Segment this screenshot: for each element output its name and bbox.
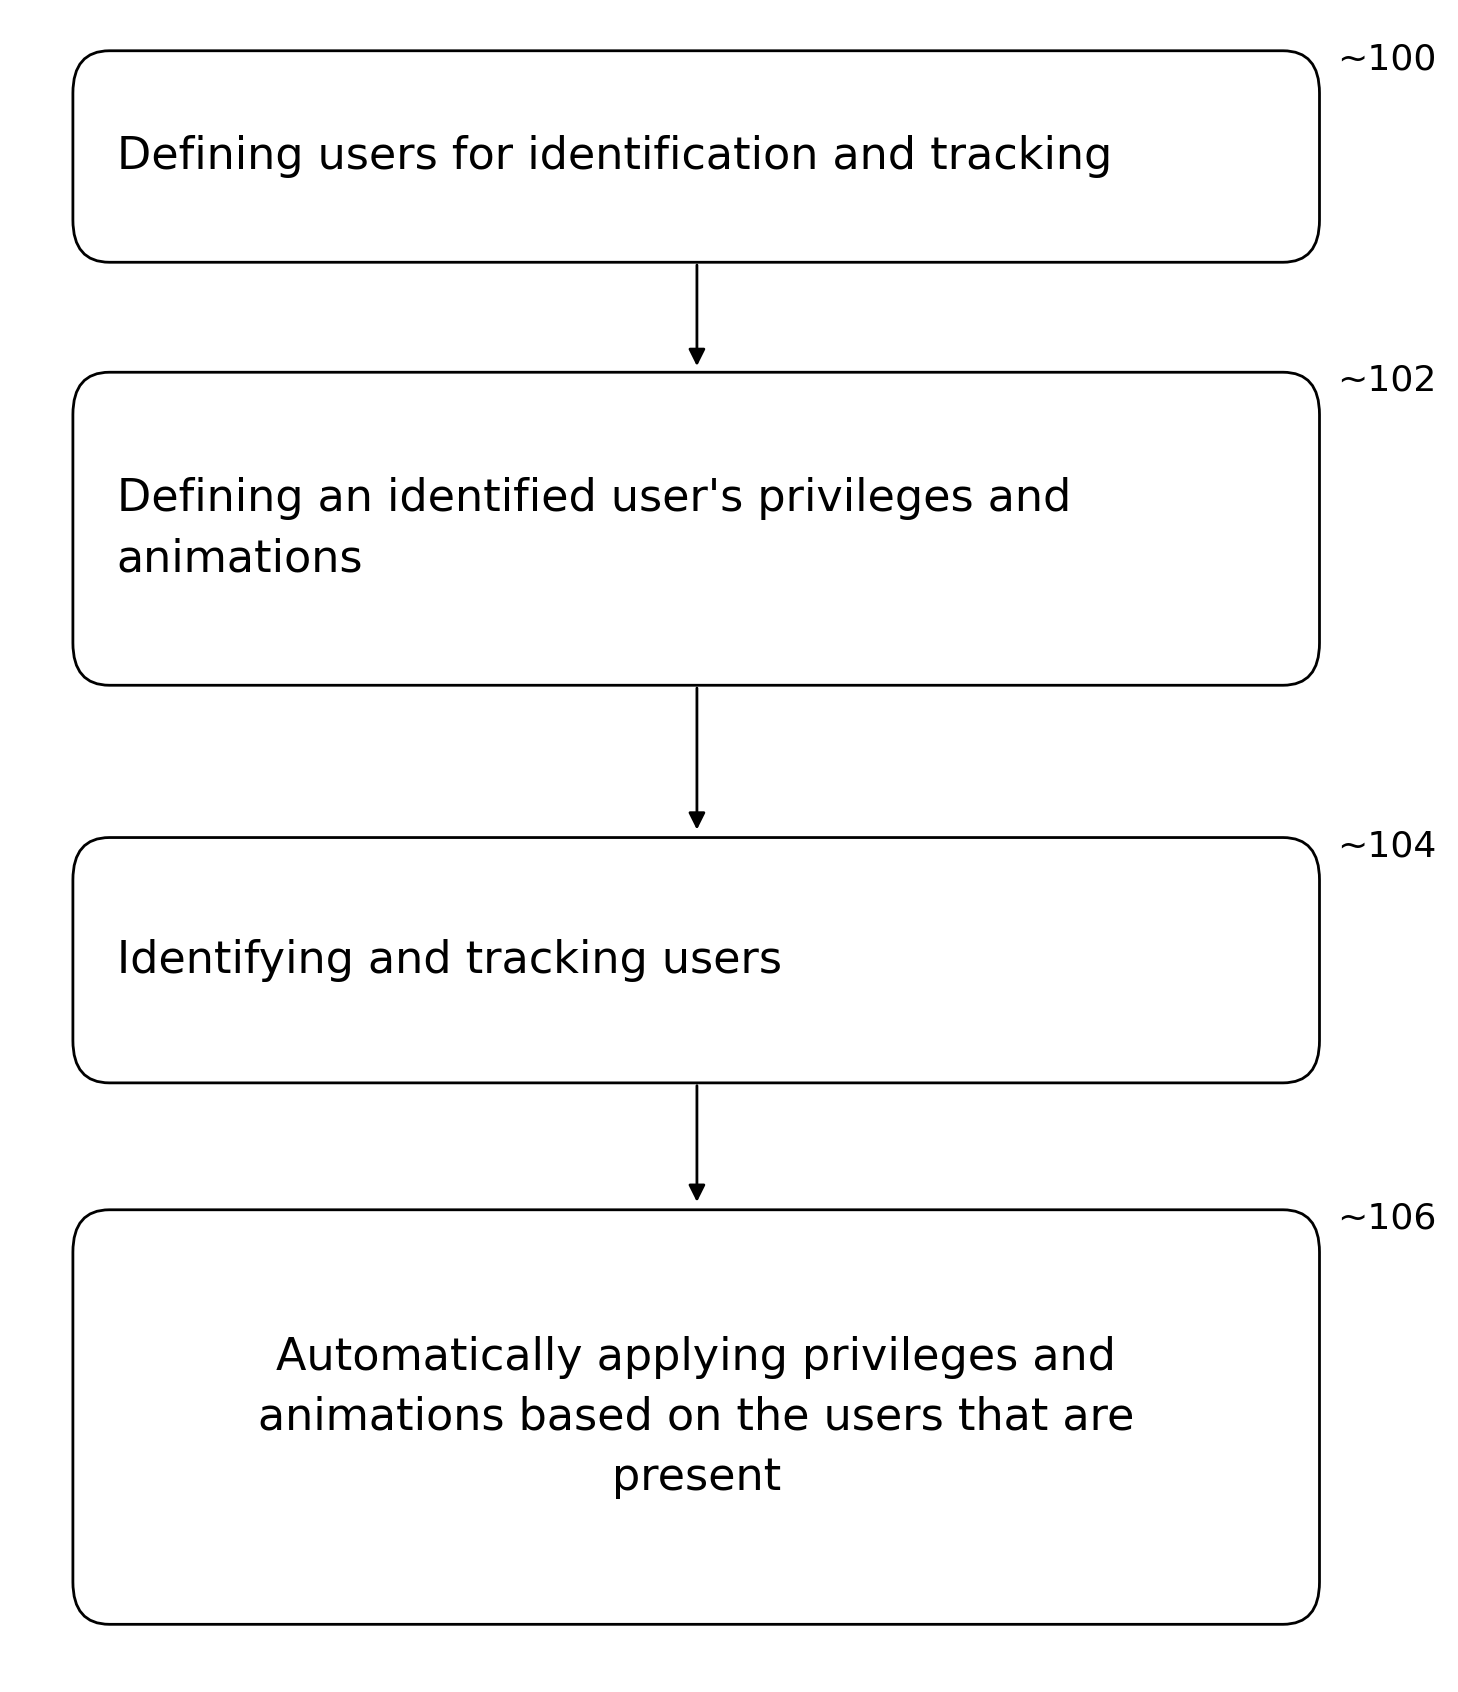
Text: Defining users for identification and tracking: Defining users for identification and tr… <box>117 135 1112 178</box>
Text: Defining an identified user's privileges and
animations: Defining an identified user's privileges… <box>117 477 1070 580</box>
Text: ~100: ~100 <box>1337 42 1436 76</box>
FancyBboxPatch shape <box>73 1210 1319 1624</box>
Text: ~104: ~104 <box>1337 829 1436 863</box>
Text: Identifying and tracking users: Identifying and tracking users <box>117 939 781 981</box>
Text: ~106: ~106 <box>1337 1201 1436 1235</box>
Text: Automatically applying privileges and
animations based on the users that are
pre: Automatically applying privileges and an… <box>258 1335 1134 1499</box>
FancyBboxPatch shape <box>73 372 1319 685</box>
FancyBboxPatch shape <box>73 51 1319 262</box>
FancyBboxPatch shape <box>73 838 1319 1083</box>
Text: ~102: ~102 <box>1337 364 1436 398</box>
